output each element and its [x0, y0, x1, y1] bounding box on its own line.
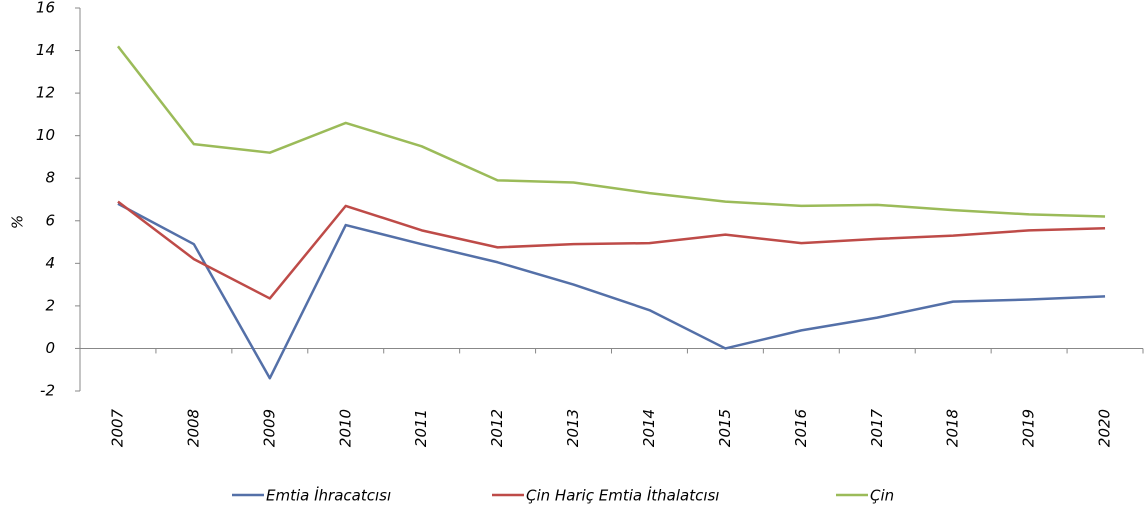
- y-tick-label: 10: [36, 126, 55, 144]
- line: [116, 45, 1106, 218]
- x-tick-label: 2011: [412, 409, 430, 447]
- x-tick-label: 2010: [336, 409, 354, 447]
- y-tick-label: 16: [36, 0, 55, 17]
- line: [117, 202, 1106, 380]
- x-tick-label: 2014: [640, 409, 658, 447]
- x-tick-label: 2008: [184, 409, 202, 447]
- y-tick-label: 12: [36, 84, 55, 102]
- y-tick-label: 0: [45, 339, 55, 357]
- legend-label: Çin: [870, 487, 894, 505]
- line: [117, 200, 1106, 300]
- x-tick-label: 2009: [260, 409, 278, 447]
- y-axis-label: %: [9, 215, 27, 229]
- x-tick-label: 2020: [1096, 409, 1114, 447]
- y-tick-label: -2: [40, 382, 55, 400]
- y-tick-label: 6: [45, 211, 55, 229]
- x-tick-label: 2017: [868, 408, 886, 447]
- x-tick-label: 2012: [488, 409, 506, 447]
- y-tick-label: 14: [36, 41, 55, 59]
- y-tick-label: 4: [45, 254, 55, 272]
- y-tick-label: 2: [45, 296, 55, 314]
- x-tick-label: 2015: [716, 409, 734, 447]
- x-tick-label: 2016: [792, 409, 810, 447]
- x-tick-label: 2018: [944, 409, 962, 447]
- x-tick-label: 2019: [1020, 409, 1038, 447]
- legend-label: Çin Hariç Emtia İthalatcısı: [526, 486, 719, 505]
- x-tick-label: 2007: [108, 408, 126, 447]
- y-tick-label: 8: [45, 169, 55, 187]
- legend-label: Emtia İhracatcısı: [266, 486, 391, 505]
- x-tick-label: 2013: [564, 409, 582, 447]
